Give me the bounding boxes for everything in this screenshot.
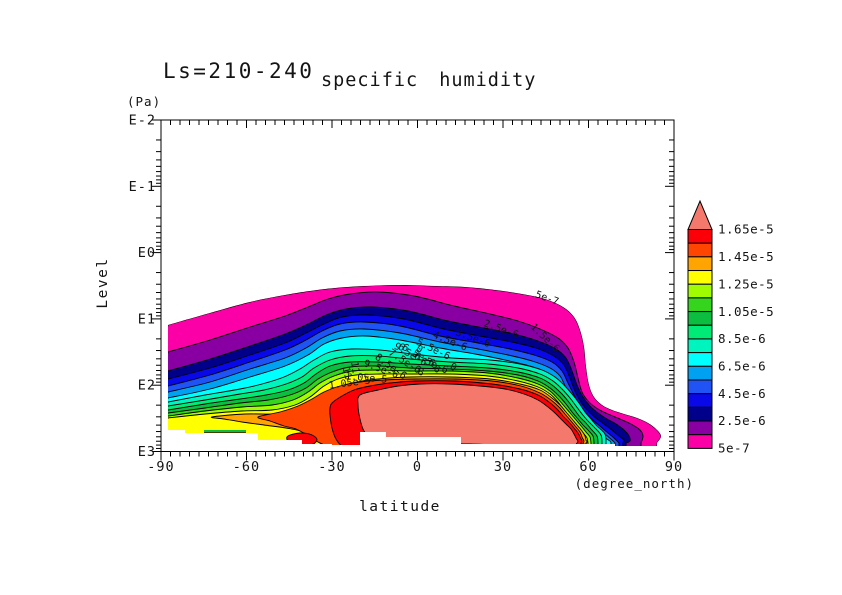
colorbar-cell: [687, 283, 713, 299]
x-tick-label: -30: [318, 459, 345, 475]
colorbar-cell: [687, 338, 713, 354]
colorbar-cell: [687, 365, 713, 381]
colorbar-cell: [687, 297, 713, 313]
y-axis-name: Level: [95, 257, 111, 308]
colorbar-cell: [687, 434, 713, 449]
colorbar-label: 5e-7: [718, 441, 750, 456]
y-tick-label: E-2: [129, 113, 156, 129]
x-tick-label: 60: [579, 459, 597, 475]
y-tick-label: E-1: [129, 179, 156, 195]
contour-label-20: 0: [414, 344, 424, 357]
colorbar-cell: [687, 352, 713, 367]
x-axis-name: latitude: [359, 499, 441, 515]
colorbar-label: 4.5e-6: [718, 386, 766, 401]
colorbar-cell: [687, 324, 713, 340]
colorbar-cell: [687, 379, 713, 395]
colorbar-label: 6.5e-6: [718, 359, 766, 374]
colorbar-label: 2.5e-6: [718, 413, 766, 428]
contour-label-12: 11: [340, 366, 354, 380]
colorbar-label: 1.25e-5: [718, 276, 774, 291]
contour-label-13: 1.05e-5: [345, 371, 388, 386]
colorbar-label: 8.5e-6: [718, 331, 766, 346]
plot-title: Ls=210-240: [163, 59, 314, 83]
contour-label-11: 11: [348, 361, 361, 374]
x-axis-unit: (degree_north): [575, 476, 694, 491]
colorbar-cell: [687, 229, 713, 244]
plot-subtitle: specific humidity: [321, 70, 536, 91]
generated-plot-elements: 5e-71.5e-62.5e-63.5e-64.5e-65.5e-66.5e-6…: [129, 113, 774, 476]
x-tick-label: -90: [147, 459, 174, 475]
colorbar-cell: [687, 393, 713, 408]
colorbar-cell: [687, 270, 713, 285]
y-tick-label: E1: [138, 311, 156, 327]
colorbar-cell: [687, 242, 713, 258]
contour-label-17: 6: [432, 363, 441, 375]
colorbar-label: 1.45e-5: [718, 249, 774, 264]
y-tick-label: E0: [138, 245, 156, 261]
colorbar-cell: [687, 311, 713, 326]
contour-band-1.55e-5: [286, 432, 318, 446]
x-tick-label: -60: [233, 459, 260, 475]
x-tick-label: 0: [413, 459, 422, 475]
colorbar-cell: [687, 420, 713, 436]
x-tick-label: 90: [665, 459, 683, 475]
colorbar-label: 1.65e-5: [718, 222, 774, 237]
contour-label-19: 6: [396, 342, 407, 355]
contour-label-14: 1.05e-5: [328, 375, 371, 391]
colorbar-cell: [687, 256, 713, 272]
x-tick-label: 30: [494, 459, 512, 475]
colorbar-overflow-arrow: [687, 199, 713, 230]
y-tick-label: E3: [138, 444, 156, 460]
colorbar-label: 1.05e-5: [718, 304, 774, 319]
y-tick-label: E2: [138, 378, 156, 394]
contour-label-16: 8: [416, 366, 425, 378]
y-axis-unit: (Pa): [127, 94, 161, 109]
contour-label-18: 0: [448, 361, 458, 374]
colorbar-cell: [687, 406, 713, 422]
